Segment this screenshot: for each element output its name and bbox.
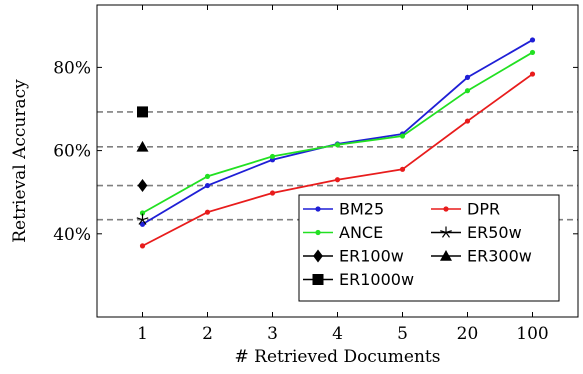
y-axis-ticks: 40% 60% 80% (53, 58, 578, 245)
data-point-ance (269, 153, 276, 160)
data-point-ance (334, 142, 341, 148)
legend-entry-er1000w: ER1000w (303, 270, 414, 289)
legend-label: ER100w (339, 247, 404, 266)
data-point-dpr (204, 209, 211, 215)
data-point-bm25 (139, 221, 146, 227)
legend-swatch-marker (440, 226, 452, 238)
data-point-er1000w (137, 106, 148, 118)
data-point-dpr (139, 243, 146, 249)
data-point-bm25 (529, 37, 536, 43)
series-layer (139, 37, 536, 249)
data-point-er100w (137, 179, 148, 193)
legend-swatch-marker (312, 274, 324, 285)
legend-swatch-marker-ray (445, 230, 452, 234)
legend-entry-er50w: ER50w (431, 223, 522, 242)
data-point-ance (464, 88, 471, 94)
x-tick-label: 100 (516, 324, 548, 344)
data-point-ance (399, 133, 406, 139)
legend-box (298, 194, 560, 302)
x-tick-label: 3 (267, 324, 278, 344)
legend-swatch-marker (315, 206, 321, 212)
data-point-er50w-ray (136, 217, 143, 221)
data-point-bm25 (204, 182, 211, 189)
data-point-er50w-ray (138, 219, 143, 225)
legend-label: DPR (467, 200, 500, 219)
legend-entry-er100w: ER100w (303, 247, 404, 266)
data-point-dpr (529, 71, 536, 77)
data-point-ance (139, 210, 146, 216)
data-point-dpr (399, 166, 406, 172)
legend-swatch-marker-ray (440, 230, 447, 234)
x-tick-label: 1 (137, 324, 148, 344)
single-points-layer (136, 106, 149, 225)
legend: BM25 DPR ANCE ER50w ER100w ER300w ER1000w (298, 194, 560, 302)
legend-label: ANCE (339, 223, 383, 242)
x-axis-ticks: 1 2 3 4 5 20 100 (137, 5, 549, 344)
legend-label: ER300w (467, 247, 532, 266)
data-point-bm25 (464, 74, 471, 80)
data-point-dpr (464, 118, 471, 124)
data-point-er300w (136, 140, 149, 152)
legend-swatch-marker (440, 250, 452, 261)
legend-swatch-marker-ray (445, 232, 451, 238)
legend-swatch-marker (443, 206, 449, 212)
legend-entry-ance: ANCE (303, 223, 383, 242)
legend-entry-dpr: DPR (431, 200, 500, 219)
x-tick-label: 5 (397, 324, 408, 344)
y-tick-label: 40% (53, 225, 91, 245)
data-point-er50w (136, 213, 149, 225)
data-point-er50w-ray (142, 219, 147, 225)
data-point-dpr (334, 177, 341, 183)
legend-entry-er300w: ER300w (431, 247, 532, 266)
x-tick-label: 2 (202, 324, 213, 344)
legend-swatch-marker (313, 249, 323, 263)
legend-label: ER50w (467, 223, 522, 242)
legend-swatch-marker (315, 229, 321, 236)
x-tick-label: 20 (457, 324, 479, 344)
x-tick-label: 4 (332, 324, 343, 344)
data-point-ance (529, 49, 536, 56)
data-point-ance (204, 173, 211, 179)
legend-label: ER1000w (339, 270, 414, 289)
data-point-dpr (269, 190, 276, 196)
y-axis-label: Retrieval Accuracy (10, 79, 30, 243)
data-point-er50w-ray (142, 217, 149, 221)
legend-entry-bm25: BM25 (303, 200, 384, 219)
y-tick-label: 80% (53, 58, 91, 78)
legend-label: BM25 (339, 200, 384, 219)
y-tick-label: 60% (53, 142, 91, 162)
legend-swatch-marker-ray (441, 232, 447, 238)
x-axis-label: # Retrieved Documents (235, 347, 441, 367)
